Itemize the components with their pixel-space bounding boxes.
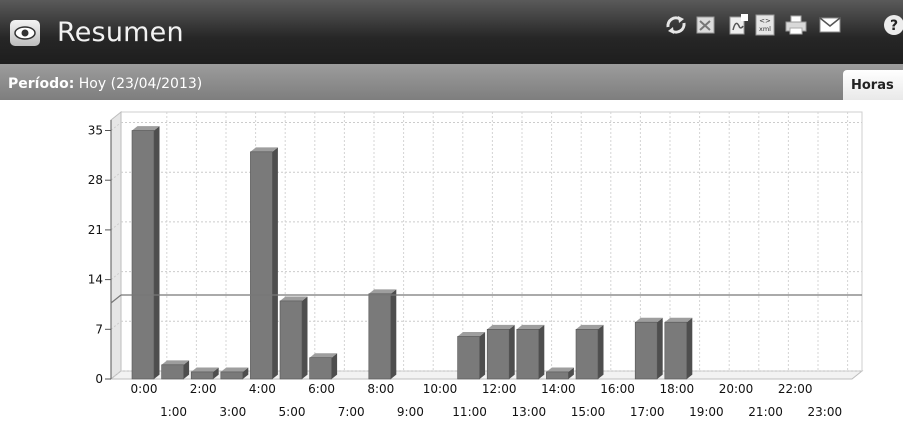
- bar: [309, 357, 332, 380]
- x-tick-label: 19:00: [689, 405, 724, 419]
- x-tick-label: 9:00: [397, 405, 424, 419]
- x-tick-label: 22:00: [778, 382, 813, 396]
- y-tick-label: 21: [88, 223, 103, 237]
- bar-side: [242, 367, 249, 379]
- svg-text:<>: <>: [759, 17, 771, 25]
- period-label: Período:: [8, 76, 75, 92]
- bar-side: [272, 147, 278, 379]
- x-tick-label: 4:00: [249, 382, 276, 396]
- x-tick-label: 8:00: [367, 382, 394, 396]
- bar-top: [457, 332, 486, 337]
- x-tick-label: 5:00: [279, 405, 306, 419]
- excel-export-icon[interactable]: [694, 12, 718, 38]
- x-tick-label: 18:00: [660, 382, 695, 396]
- bar-side: [686, 317, 693, 379]
- svg-text:xml: xml: [759, 25, 771, 33]
- bar: [220, 371, 244, 380]
- bar-top: [280, 296, 308, 301]
- bar-top: [132, 126, 160, 131]
- chart-left-wall: [110, 110, 122, 381]
- bar-side: [479, 332, 486, 379]
- bar: [664, 321, 688, 380]
- x-tick-label: 23:00: [808, 405, 843, 419]
- x-tick-label: 17:00: [630, 405, 665, 419]
- bar-side: [331, 353, 338, 379]
- bar: [250, 151, 273, 380]
- y-tick-label: 35: [88, 124, 103, 138]
- bar: [516, 329, 540, 380]
- page-title: Resumen: [57, 17, 184, 48]
- xml-export-icon[interactable]: <> xml: [753, 12, 777, 38]
- bar: [368, 293, 392, 380]
- x-tick-label: 3:00: [219, 405, 246, 419]
- bar-top: [368, 289, 397, 294]
- bar-side: [538, 324, 545, 379]
- x-tick-label: 7:00: [338, 405, 365, 419]
- bar: [634, 321, 658, 380]
- bar-top: [546, 367, 574, 372]
- bar-top: [487, 324, 515, 330]
- x-tick-label: 20:00: [719, 382, 754, 396]
- bar-side: [598, 324, 604, 379]
- bar-side: [302, 296, 308, 379]
- bar-side: [183, 360, 190, 379]
- x-tick-label: 1:00: [160, 405, 187, 419]
- x-tick-label: 14:00: [541, 382, 576, 396]
- x-tick-label: 6:00: [308, 382, 335, 396]
- x-tick-label: 16:00: [600, 382, 635, 396]
- refresh-icon[interactable]: [664, 12, 688, 38]
- bar-top: [220, 367, 249, 372]
- bar: [457, 336, 480, 380]
- x-tick-label: 21:00: [748, 405, 783, 419]
- print-icon[interactable]: [784, 12, 808, 38]
- x-tick-label: 10:00: [423, 382, 458, 396]
- bar: [190, 371, 214, 380]
- x-tick-label: 13:00: [512, 405, 547, 419]
- hourly-bar-chart: 0 7 14 21 28 35 0:001:002:003:004:005:006:007:…: [88, 110, 864, 419]
- period-value: Hoy (23/04/2013): [78, 76, 203, 92]
- period-bar: Período: Hoy (23/04/2013): [0, 64, 903, 100]
- bar: [575, 329, 599, 380]
- bar-top: [191, 367, 219, 372]
- x-tick-label: 0:00: [131, 382, 158, 396]
- bar: [279, 300, 303, 380]
- tab-horas[interactable]: Horas: [843, 70, 903, 100]
- y-tick-label: 0: [95, 372, 103, 386]
- x-tick-label: 15:00: [571, 405, 606, 419]
- x-tick-label: 12:00: [482, 382, 517, 396]
- bar-top: [664, 317, 693, 323]
- bar: [131, 130, 155, 380]
- help-icon[interactable]: ?: [882, 12, 903, 38]
- average-line-side: [110, 294, 122, 304]
- bar-top: [576, 324, 604, 330]
- bar: [546, 371, 569, 380]
- eye-icon: [10, 20, 40, 46]
- x-tick-label: 2:00: [190, 382, 217, 396]
- period-text: Período: Hoy (23/04/2013): [8, 76, 202, 92]
- y-tick-label: 14: [88, 273, 103, 287]
- bar-side: [509, 324, 515, 379]
- y-tick-label: 7: [95, 322, 103, 336]
- bar-side: [390, 289, 397, 379]
- bar-top: [161, 360, 190, 365]
- bar-side: [657, 317, 663, 379]
- bar-top: [250, 147, 278, 152]
- x-tick-label: 11:00: [452, 405, 487, 419]
- bar-side: [213, 367, 219, 379]
- bar-top: [309, 353, 338, 358]
- pdf-export-icon[interactable]: [726, 12, 750, 38]
- bar: [161, 364, 184, 380]
- header-bar: Resumen <> xml: [0, 0, 903, 64]
- y-tick-label: 28: [88, 173, 103, 187]
- svg-text:?: ?: [890, 18, 898, 34]
- mail-icon[interactable]: [818, 12, 842, 38]
- bar-top: [516, 324, 545, 330]
- bar-side: [154, 126, 160, 379]
- bar-top: [635, 317, 663, 323]
- bar: [486, 329, 510, 380]
- bar-side: [568, 367, 574, 379]
